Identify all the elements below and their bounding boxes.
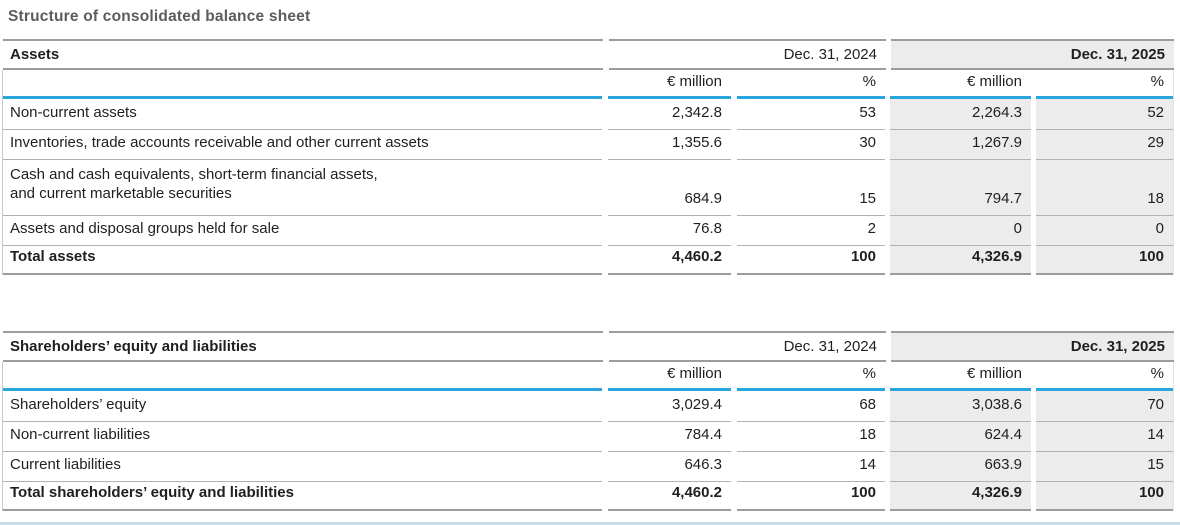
row-label: Assets and disposal groups held for sale: [3, 215, 602, 245]
table-header-row: Assets Dec. 31, 2024 Dec. 31, 2025: [2, 39, 1174, 70]
table-total-row: Total assets 4,460.2 100 4,326.9 100: [3, 245, 1173, 275]
value-prev-pct: 18: [737, 421, 885, 451]
value-curr-eur: 4,326.9: [890, 245, 1031, 275]
value-prev-eur: 784.4: [608, 421, 731, 451]
table-total-row: Total shareholders’ equity and liabiliti…: [3, 481, 1173, 511]
value-prev-pct: 100: [737, 481, 885, 511]
unit-header-eur-curr: € million: [890, 70, 1031, 99]
row-label: Total shareholders’ equity and liabiliti…: [3, 481, 602, 511]
units-header-row: € million % € million %: [3, 70, 1173, 99]
value-curr-pct: 15: [1036, 451, 1173, 481]
table-row: Current liabilities 646.3 14 663.9 15: [3, 451, 1173, 481]
row-label: Non-current assets: [10, 104, 137, 122]
value-curr-pct: 100: [1036, 481, 1173, 511]
assets-table: Assets Dec. 31, 2024 Dec. 31, 2025 € mil…: [2, 39, 1174, 275]
table-row: Inventories, trade accounts receivable a…: [3, 129, 1173, 159]
table-body: € million % € million % Non-current asse…: [2, 70, 1174, 275]
empty-cell: [3, 70, 602, 99]
value-curr-eur: 0: [890, 215, 1031, 245]
value-prev-eur: 3,029.4: [671, 396, 722, 414]
table-row: Non-current assets 2,342.8 53 2,264.3 52: [3, 99, 1173, 129]
units-header-row: € million % € million %: [3, 362, 1173, 391]
value-curr-eur: 1,267.9: [890, 129, 1031, 159]
value-prev-pct: 68: [859, 396, 876, 414]
value-curr-pct: 100: [1036, 245, 1173, 275]
value-curr-eur: 794.7: [890, 159, 1031, 215]
balance-sheet-page: Structure of consolidated balance sheet …: [0, 8, 1180, 525]
value-curr-eur: 624.4: [890, 421, 1031, 451]
table-row: Shareholders’ equity 3,029.4 68 3,038.6 …: [3, 391, 1173, 421]
page-title: Structure of consolidated balance sheet: [8, 8, 311, 25]
value-curr-pct: 0: [1036, 215, 1173, 245]
row-label: Current liabilities: [3, 451, 602, 481]
value-prev-eur: 76.8: [608, 215, 731, 245]
value-prev-pct: 30: [737, 129, 885, 159]
unit-header-pct-prev: %: [737, 362, 885, 391]
value-curr-eur: 663.9: [890, 451, 1031, 481]
table-row: Non-current liabilities 784.4 18 624.4 1…: [3, 421, 1173, 451]
row-label: Total assets: [3, 245, 602, 275]
value-curr-pct: 52: [1036, 99, 1173, 129]
unit-header-pct-curr: %: [1036, 362, 1173, 391]
value-prev-pct: 15: [737, 159, 885, 215]
value-prev-pct: 2: [737, 215, 885, 245]
value-curr-pct: 14: [1036, 421, 1173, 451]
bottom-accent-line: [0, 522, 1180, 525]
value-curr-pct: 29: [1036, 129, 1173, 159]
value-curr-eur: 3,038.6: [890, 391, 1031, 421]
table-title: Shareholders’ equity and liabilities: [3, 331, 603, 362]
value-prev-eur: 646.3: [608, 451, 731, 481]
row-label: Non-current liabilities: [3, 421, 602, 451]
unit-header-pct-curr: %: [1036, 70, 1173, 99]
column-header-curr-year: Dec. 31, 2025: [891, 39, 1174, 70]
column-header-prev-year: Dec. 31, 2024: [609, 39, 886, 70]
value-prev-pct: 100: [737, 245, 885, 275]
table-body: € million % € million % Shareholders’ eq…: [2, 362, 1174, 511]
value-prev-eur: 4,460.2: [608, 245, 731, 275]
row-label: Inventories, trade accounts receivable a…: [3, 129, 602, 159]
column-header-curr-year: Dec. 31, 2025: [891, 331, 1174, 362]
table-header-row: Shareholders’ equity and liabilities Dec…: [2, 331, 1174, 362]
table-row: Assets and disposal groups held for sale…: [3, 215, 1173, 245]
table-row: Cash and cash equivalents, short-term fi…: [3, 159, 1173, 215]
value-curr-eur: 4,326.9: [890, 481, 1031, 511]
equity-liabilities-table: Shareholders’ equity and liabilities Dec…: [2, 331, 1174, 511]
table-title: Assets: [3, 39, 603, 70]
value-prev-eur: 684.9: [608, 159, 731, 215]
unit-header-eur-curr: € million: [890, 362, 1031, 391]
value-curr-pct: 70: [1036, 391, 1173, 421]
value-curr-eur: 2,264.3: [890, 99, 1031, 129]
unit-header-eur-prev: € million: [608, 362, 731, 391]
value-prev-eur: 4,460.2: [608, 481, 731, 511]
row-label: Cash and cash equivalents, short-term fi…: [3, 159, 602, 215]
value-prev-pct: 53: [859, 104, 876, 122]
value-prev-pct: 14: [737, 451, 885, 481]
value-prev-eur: 1,355.6: [608, 129, 731, 159]
column-header-prev-year: Dec. 31, 2024: [609, 331, 886, 362]
empty-cell: [3, 362, 602, 391]
value-prev-eur: 2,342.8: [671, 104, 722, 122]
unit-header-pct-prev: %: [737, 70, 885, 99]
unit-header-eur-prev: € million: [608, 70, 731, 99]
value-curr-pct: 18: [1036, 159, 1173, 215]
row-label: Shareholders’ equity: [10, 396, 147, 414]
